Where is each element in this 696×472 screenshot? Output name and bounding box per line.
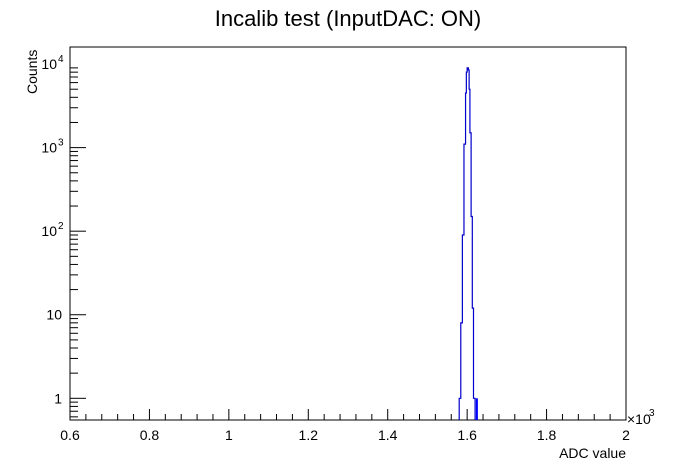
x-multiplier-exponent: 3 bbox=[649, 408, 655, 419]
plot-frame bbox=[69, 46, 627, 421]
y-tick-label: 10 bbox=[41, 56, 57, 72]
y-tick-label: 10 bbox=[41, 223, 57, 239]
y-tick-exponent: 3 bbox=[58, 138, 64, 149]
y-axis-label: Counts bbox=[24, 50, 40, 94]
x-tick-label: 1.2 bbox=[299, 427, 319, 443]
y-tick-exponent: 4 bbox=[58, 54, 64, 65]
histogram-step-line bbox=[458, 67, 476, 420]
x-tick-label: 1.8 bbox=[537, 427, 557, 443]
y-tick-label: 10 bbox=[46, 307, 62, 323]
y-tick-label: 1 bbox=[54, 390, 62, 406]
x-tick-label: 2 bbox=[622, 427, 630, 443]
x-tick-label: 1.4 bbox=[378, 427, 398, 443]
x-tick-label: 1 bbox=[225, 427, 233, 443]
y-tick-exponent: 2 bbox=[58, 221, 64, 232]
x-multiplier-label: ×10 bbox=[627, 411, 651, 427]
chart-title: Incalib test (InputDAC: ON) bbox=[215, 6, 482, 31]
x-tick-label: 0.8 bbox=[140, 427, 160, 443]
x-axis-ticks: 0.6 0.8 1 1.2 1.4 1.6 1.8 2 bbox=[60, 409, 630, 443]
y-tick-label: 10 bbox=[41, 140, 57, 156]
x-tick-label: 1.6 bbox=[457, 427, 477, 443]
histogram-series bbox=[458, 67, 478, 420]
x-axis-label: ADC value bbox=[559, 445, 626, 461]
x-tick-label: 0.6 bbox=[60, 427, 80, 443]
histogram-bar bbox=[475, 398, 478, 420]
